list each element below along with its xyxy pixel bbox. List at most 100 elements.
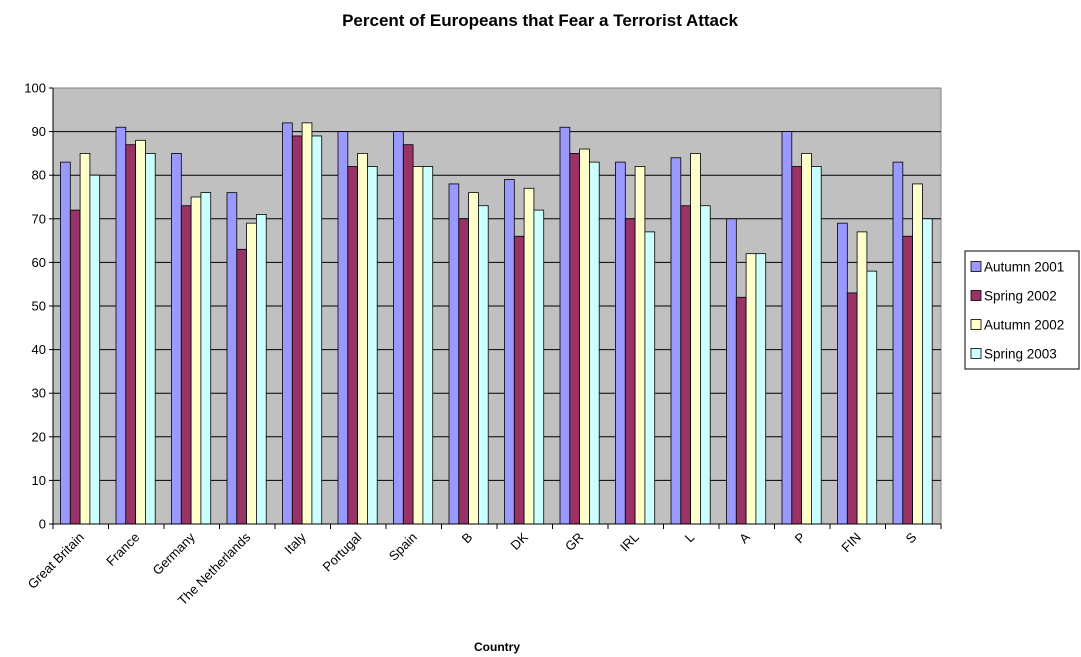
x-tick-label: P — [792, 530, 809, 547]
bar — [135, 139, 146, 525]
y-tick-label: 20 — [32, 429, 46, 444]
bar — [513, 235, 525, 525]
x-tick-label: GR — [562, 530, 586, 554]
legend-label: Autumn 2001 — [984, 260, 1064, 275]
y-tick-label: 100 — [24, 81, 46, 96]
y-tick-label: 10 — [32, 473, 46, 488]
bar — [311, 135, 323, 525]
bar — [200, 192, 212, 525]
bar — [79, 152, 91, 525]
x-tick-label: France — [103, 530, 142, 569]
x-tick-label: Spain — [386, 530, 420, 564]
y-tick-label: 80 — [32, 168, 46, 183]
x-tick-label: Germany — [149, 529, 198, 578]
legend-swatch — [970, 319, 982, 330]
bar — [846, 292, 858, 525]
bar — [60, 161, 71, 525]
bar — [745, 253, 757, 525]
y-tick-label: 50 — [32, 299, 46, 314]
bar — [226, 192, 238, 525]
bar — [246, 222, 257, 525]
bar — [791, 166, 802, 525]
legend-box — [964, 250, 1080, 370]
bar — [337, 131, 349, 525]
y-tick-label: 30 — [32, 386, 46, 401]
bar — [504, 179, 515, 525]
bar — [402, 144, 414, 525]
x-tick-label: DK — [507, 529, 531, 553]
bar — [115, 126, 127, 525]
x-tick-label: Portugal — [320, 529, 365, 574]
bar — [579, 148, 590, 525]
bar — [477, 205, 489, 525]
bar — [755, 253, 767, 525]
bar — [144, 152, 156, 525]
x-tick-label: IRL — [617, 530, 642, 555]
bar — [726, 218, 737, 525]
bar — [236, 248, 248, 525]
bar — [468, 192, 479, 525]
legend-label: Autumn 2002 — [984, 318, 1064, 333]
bar — [523, 187, 535, 525]
bar — [837, 222, 848, 525]
bar — [125, 144, 137, 525]
bar — [680, 205, 691, 525]
legend-swatch — [970, 261, 982, 272]
bar — [301, 122, 313, 525]
bar — [624, 218, 636, 525]
legend-label: Spring 2003 — [984, 347, 1057, 362]
bar — [892, 161, 904, 525]
bar — [569, 152, 580, 525]
bar — [180, 205, 192, 525]
x-tick-label: FIN — [838, 530, 863, 555]
bar — [811, 166, 822, 525]
bar — [866, 270, 878, 525]
bar — [634, 166, 646, 525]
bar — [89, 174, 101, 525]
y-tick-label: 40 — [32, 342, 46, 357]
bar — [255, 214, 267, 525]
bar — [190, 196, 202, 525]
bar — [781, 131, 793, 525]
y-tick-label: 60 — [32, 255, 46, 270]
bar — [69, 209, 81, 525]
y-tick-label: 90 — [32, 124, 46, 139]
x-axis-title: Country — [474, 640, 520, 654]
bar — [171, 152, 182, 525]
legend-swatch — [970, 290, 982, 301]
bar — [366, 166, 378, 525]
x-tick-label: A — [736, 529, 753, 546]
bar — [422, 166, 434, 525]
bar — [856, 231, 868, 525]
legend-swatch — [970, 348, 982, 359]
legend-label: Spring 2002 — [984, 289, 1057, 304]
bar — [735, 296, 747, 525]
legend: Autumn 2001 Spring 2002 Autumn 2002 Spring … — [964, 250, 1080, 370]
chart-title: Percent of Europeans that Fear a Terrori… — [342, 11, 738, 30]
x-tick-label: L — [682, 530, 698, 546]
bar — [912, 183, 923, 525]
bar — [690, 152, 701, 525]
bar — [448, 183, 460, 525]
bar — [357, 152, 368, 525]
bar — [801, 152, 812, 525]
bar — [458, 218, 469, 525]
y-axis: 0 10 20 30 40 50 60 70 80 90 100 — [24, 81, 54, 532]
x-tick-label: Italy — [281, 529, 309, 557]
y-tick-label: 70 — [32, 211, 46, 226]
bar — [347, 166, 358, 525]
x-tick-label: S — [903, 529, 920, 546]
bars — [60, 122, 933, 525]
bar — [644, 231, 656, 525]
bar — [412, 166, 424, 525]
bar — [902, 235, 913, 525]
bar — [615, 161, 626, 525]
bar — [700, 205, 711, 525]
x-tick-label: Great Britain — [25, 530, 87, 592]
y-tick-label: 0 — [39, 517, 46, 532]
bar — [282, 122, 293, 525]
bar — [533, 209, 545, 525]
bar — [922, 218, 933, 525]
